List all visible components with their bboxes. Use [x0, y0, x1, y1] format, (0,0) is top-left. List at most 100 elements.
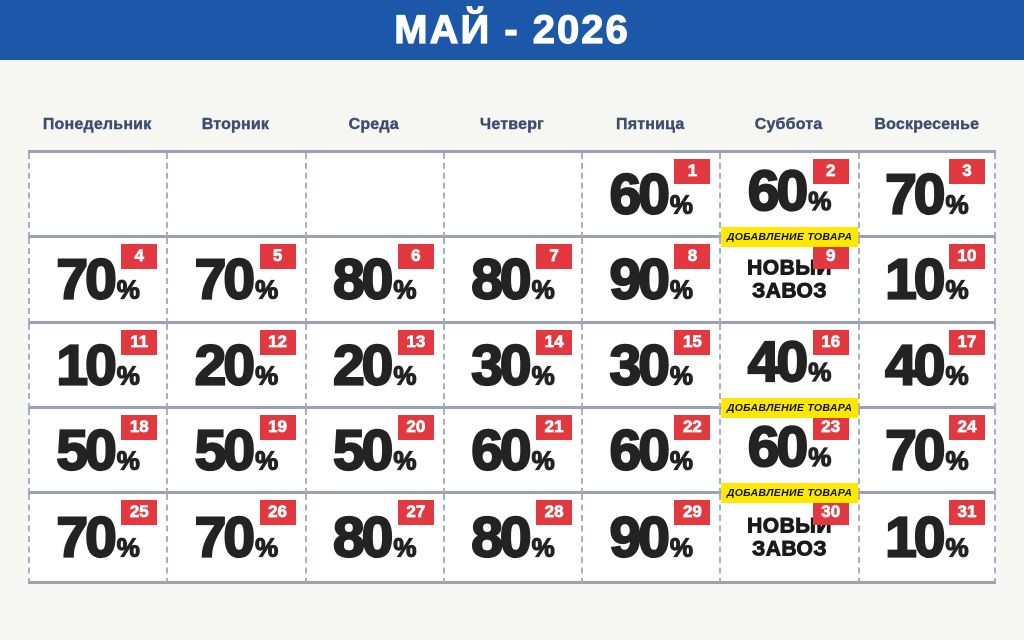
discount-number: 80: [470, 505, 533, 571]
discount-value: 80%: [470, 247, 555, 313]
discount-number: 80: [470, 247, 533, 313]
calendar-cell-day-30: 30 НОВЫЙ ЗАВОЗ: [719, 494, 858, 584]
day-number-badge: 12: [259, 330, 296, 355]
discount-number: 60: [608, 417, 671, 483]
discount-number: 80: [332, 505, 395, 571]
discount-value: 50%: [194, 417, 279, 483]
discount-number: 70: [55, 247, 118, 313]
day-number-badge: 9: [812, 244, 849, 269]
day-number-badge: 23: [812, 415, 849, 440]
discount-number: 50: [194, 417, 257, 483]
day-number-badge: 18: [121, 415, 158, 440]
percent-sign: %: [116, 360, 140, 391]
discount-number: 60: [747, 158, 810, 224]
discount-number: 60: [747, 414, 810, 480]
discount-number: 90: [608, 505, 671, 571]
calendar-cell-day-31: 31 10%: [857, 494, 996, 584]
discount-value: 60%: [747, 414, 832, 480]
calendar-cell-day-7: 7 80%: [442, 238, 582, 324]
discount-value: 10%: [55, 332, 140, 398]
discount-value: 70%: [884, 161, 969, 227]
discount-number: 10: [884, 247, 947, 313]
discount-value: 20%: [194, 332, 279, 398]
calendar-cell-day-5: 5 70%: [166, 238, 305, 324]
calendar-cell-empty: [442, 153, 582, 238]
product-addition-tag: ДОБАВЛЕНИЕ ТОВАРА: [720, 483, 859, 503]
discount-value: 70%: [884, 417, 969, 483]
day-number-badge: 22: [674, 415, 711, 440]
discount-value: 30%: [470, 332, 555, 398]
discount-number: 70: [884, 161, 947, 227]
discount-value: 60%: [608, 417, 693, 483]
discount-value: 40%: [747, 329, 832, 395]
calendar-grid: 1 60% 2 60% ДОБАВЛЕНИЕ ТОВАРА 3 70% 4 70% 5 70% 6 80…: [28, 150, 996, 584]
day-number-badge: 5: [259, 244, 296, 269]
percent-sign: %: [393, 445, 417, 476]
day-number-badge: 8: [674, 244, 711, 269]
calendar-cell-day-20: 20 50%: [304, 409, 443, 494]
percent-sign: %: [254, 274, 279, 305]
percent-sign: %: [393, 274, 417, 305]
calendar-cell-day-29: 29 90%: [581, 494, 720, 584]
discount-value: 80%: [470, 505, 555, 571]
discount-value: 50%: [332, 417, 417, 483]
day-number-badge: 31: [949, 500, 985, 525]
page-title: МАЙ - 2026: [394, 7, 630, 52]
percent-sign: %: [808, 441, 832, 472]
calendar-cell-day-9: 9 НОВЫЙ ЗАВОЗ: [719, 238, 858, 324]
day-number-badge: 14: [536, 330, 573, 355]
discount-value: 70%: [55, 505, 140, 571]
discount-number: 80: [332, 247, 395, 313]
discount-number: 50: [332, 417, 395, 483]
weekday-label: Пятница: [616, 116, 685, 133]
calendar-cell-day-24: 24 70%: [857, 409, 996, 494]
percent-sign: %: [393, 532, 417, 563]
weekday-label: Понедельник: [42, 116, 152, 133]
discount-number: 40: [884, 332, 947, 398]
day-number-badge: 10: [949, 244, 985, 269]
calendar-cell-day-21: 21 60%: [442, 409, 582, 494]
day-number-badge: 17: [949, 330, 985, 355]
discount-number: 30: [470, 332, 533, 398]
day-number-badge: 21: [536, 415, 573, 440]
discount-value: 20%: [332, 332, 417, 398]
discount-value: 90%: [608, 247, 693, 313]
calendar-cell-day-18: 18 50%: [28, 409, 167, 494]
calendar-cell-day-27: 27 80%: [304, 494, 443, 584]
percent-sign: %: [945, 189, 969, 220]
discount-number: 40: [747, 329, 810, 395]
discount-value: 40%: [884, 332, 969, 398]
discount-value: 70%: [194, 247, 279, 313]
calendar-cell-day-17: 17 40%: [857, 324, 996, 409]
calendar-cell-day-6: 6 80%: [304, 238, 443, 324]
percent-sign: %: [531, 274, 555, 305]
day-number-badge: 11: [121, 330, 158, 355]
weekday-label: Вторник: [201, 116, 270, 133]
percent-sign: %: [945, 445, 969, 476]
weekday-header-row: Понедельник Вторник Среда Четверг Пятница Суб…: [28, 116, 996, 134]
day-number-badge: 30: [812, 500, 849, 525]
calendar-cell-day-19: 19 50%: [166, 409, 305, 494]
weekday-label: Среда: [348, 116, 399, 133]
calendar-cell-day-26: 26 70%: [166, 494, 305, 584]
product-addition-tag: ДОБАВЛЕНИЕ ТОВАРА: [720, 227, 859, 247]
percent-sign: %: [669, 532, 694, 563]
calendar-cell-day-28: 28 80%: [442, 494, 582, 584]
calendar-cell-day-2: 2 60% ДОБАВЛЕНИЕ ТОВАРА: [719, 153, 859, 247]
percent-sign: %: [254, 445, 279, 476]
discount-value: 60%: [608, 161, 694, 227]
calendar-cell-day-22: 22 60%: [581, 409, 720, 494]
day-number-badge: 16: [812, 330, 849, 355]
percent-sign: %: [945, 532, 969, 563]
calendar-cell-empty: [166, 153, 305, 238]
percent-sign: %: [669, 189, 694, 220]
discount-number: 10: [884, 505, 947, 571]
day-number-badge: 4: [121, 244, 158, 269]
discount-number: 10: [55, 332, 118, 398]
day-number-badge: 20: [397, 415, 434, 440]
weekday-label: Воскресенье: [874, 116, 980, 133]
calendar-cell-day-10: 10 10%: [857, 238, 996, 324]
discount-number: 60: [470, 417, 533, 483]
discount-value: 50%: [55, 417, 140, 483]
